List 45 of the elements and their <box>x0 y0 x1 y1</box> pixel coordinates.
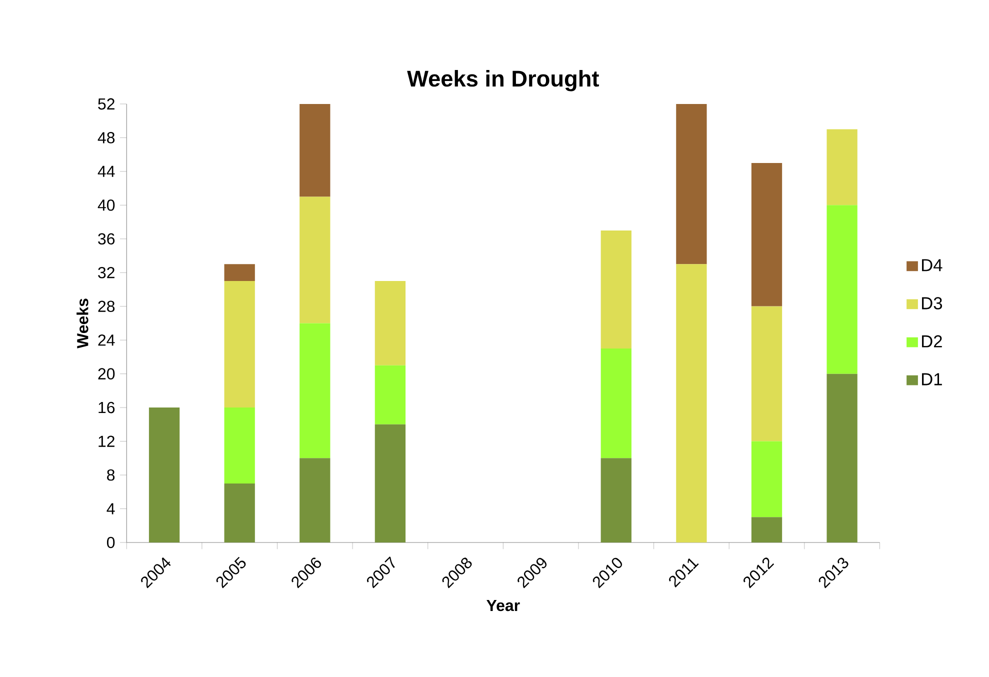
bar <box>148 408 180 542</box>
bar <box>600 230 632 348</box>
bar <box>224 483 255 542</box>
legend-label: D1 <box>922 373 942 386</box>
bar <box>600 348 632 458</box>
chart-title: Weeks in Drought <box>407 70 599 92</box>
bar <box>751 441 782 518</box>
bar <box>374 281 406 366</box>
legend-label: D4 <box>922 259 942 272</box>
bar <box>374 424 406 542</box>
legend-label: D2 <box>922 335 942 348</box>
y-tick-label: 28 <box>98 300 115 312</box>
y-tick-label: 44 <box>98 166 115 177</box>
y-tick-label: 52 <box>98 98 114 110</box>
bar <box>600 458 632 542</box>
y-tick-label: 16 <box>98 402 115 414</box>
bar <box>224 408 255 484</box>
bar <box>751 162 782 306</box>
bar <box>826 205 858 374</box>
bar <box>300 323 330 458</box>
y-tick-label: 36 <box>98 233 115 244</box>
bar <box>300 104 330 197</box>
legend-label: D3 <box>922 297 942 310</box>
bar <box>374 365 406 424</box>
y-tick-label: 24 <box>98 334 115 346</box>
bar <box>676 104 707 264</box>
y-tick-label: 4 <box>106 503 115 514</box>
y-tick-label: 12 <box>98 436 114 447</box>
y-tick-label: 8 <box>107 469 115 481</box>
bar <box>224 281 255 408</box>
y-tick-label: 40 <box>98 199 115 211</box>
bar <box>751 306 782 442</box>
y-tick-label: 48 <box>98 132 115 144</box>
bar <box>300 458 330 542</box>
bar <box>751 517 782 542</box>
bar <box>300 196 330 324</box>
y-tick-label: 0 <box>106 536 115 548</box>
y-tick-label: 32 <box>98 266 114 278</box>
bar <box>224 264 255 282</box>
y-axis-title: Weeks <box>76 298 88 348</box>
y-tick-label: 20 <box>98 368 115 380</box>
bar <box>826 374 858 542</box>
bar <box>676 264 707 542</box>
x-axis-title: Year <box>486 600 520 612</box>
bar <box>826 129 858 206</box>
